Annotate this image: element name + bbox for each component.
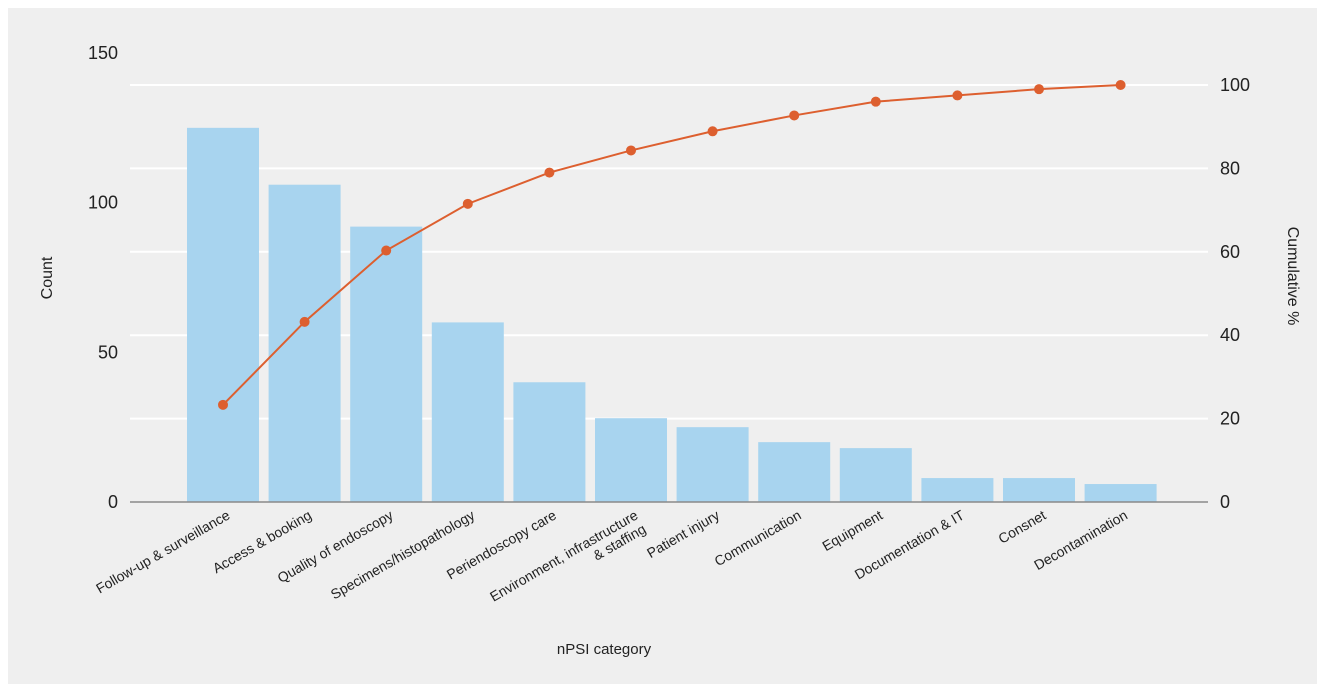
cumulative-point xyxy=(626,145,636,155)
cumulative-point xyxy=(952,90,962,100)
x-axis-title: nPSI category xyxy=(557,641,652,658)
cumulative-point xyxy=(789,110,799,120)
category-label: Communication xyxy=(711,507,803,569)
right-tick-label: 80 xyxy=(1220,158,1240,178)
left-tick-label: 100 xyxy=(88,193,118,213)
left-axis-ticks: 0 50 100 150 xyxy=(88,43,118,512)
bar xyxy=(595,418,667,502)
right-tick-label: 60 xyxy=(1220,242,1240,262)
bars xyxy=(187,128,1157,502)
left-tick-label: 150 xyxy=(88,43,118,63)
category-label: Environment, infrastructure& staffing xyxy=(487,507,649,619)
right-tick-label: 40 xyxy=(1220,325,1240,345)
bar xyxy=(1003,478,1075,502)
category-label: Follow-up & surveillance xyxy=(93,507,233,597)
bar xyxy=(187,128,259,502)
category-label: Equipment xyxy=(819,507,885,554)
y2-axis-title: Cumulative % xyxy=(1284,227,1301,326)
cumulative-point xyxy=(218,400,228,410)
cumulative-point xyxy=(463,199,473,209)
cumulative-point xyxy=(544,168,554,178)
bar xyxy=(840,448,912,502)
bar xyxy=(432,322,504,502)
cumulative-point xyxy=(300,317,310,327)
right-tick-label: 0 xyxy=(1220,492,1230,512)
cumulative-point xyxy=(1116,80,1126,90)
bar xyxy=(513,382,585,502)
right-axis-ticks: 0 20 40 60 80 100 xyxy=(1220,75,1250,512)
bar xyxy=(758,442,830,502)
bar xyxy=(921,478,993,502)
bar xyxy=(1085,484,1157,502)
bar xyxy=(269,185,341,502)
category-label: Patient injury xyxy=(644,507,722,561)
bar xyxy=(677,427,749,502)
cumulative-point xyxy=(381,246,391,256)
chart-panel: 0 50 100 150 0 20 40 60 80 100 Follow-up & surve… xyxy=(8,8,1317,684)
category-label: Consnet xyxy=(995,507,1048,547)
right-tick-label: 20 xyxy=(1220,409,1240,429)
bar xyxy=(350,227,422,502)
left-tick-label: 0 xyxy=(108,492,118,512)
category-label: Specimens/histopathology xyxy=(328,507,478,603)
cumulative-point xyxy=(871,97,881,107)
cumulative-point xyxy=(708,126,718,136)
left-tick-label: 50 xyxy=(98,342,118,362)
y-axis-title: Count xyxy=(39,256,56,299)
pareto-chart: 0 50 100 150 0 20 40 60 80 100 Follow-up & surve… xyxy=(8,8,1317,684)
right-tick-label: 100 xyxy=(1220,75,1250,95)
cumulative-point xyxy=(1034,84,1044,94)
